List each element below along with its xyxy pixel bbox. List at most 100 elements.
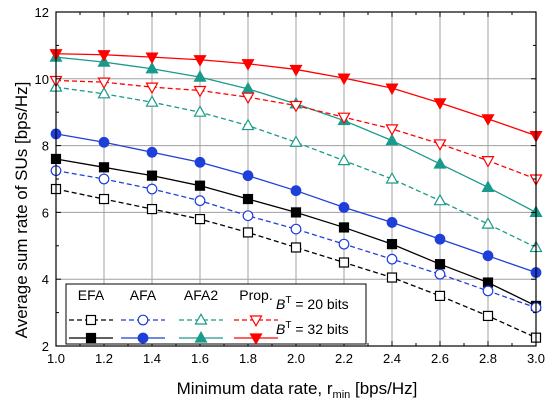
data-point-afa-20 xyxy=(482,285,494,297)
data-point-efa-20 xyxy=(290,242,302,253)
data-point-efa-20 xyxy=(242,227,254,238)
data-point-afa-32 xyxy=(290,185,302,197)
y-axis-title: Average sum rate of SUs [bps/Hz] xyxy=(12,82,31,339)
data-point-prop-32 xyxy=(385,83,399,96)
legend-row-text-20: = 20 bits xyxy=(291,296,348,312)
data-point-afa-20 xyxy=(242,210,254,222)
data-point-efa-32 xyxy=(194,180,206,191)
data-point-efa-20 xyxy=(146,203,158,215)
data-point-afa-32 xyxy=(482,250,494,262)
data-point-afa2-20 xyxy=(241,118,255,131)
series-line-efa-20 xyxy=(55,188,537,339)
legend-marker-afa-32 xyxy=(137,332,149,344)
data-point-efa-20 xyxy=(482,310,494,322)
x-tick-label: 2.2 xyxy=(335,351,353,366)
x-axis-title: Minimum data rate, rmin [bps/Hz] xyxy=(177,379,418,401)
data-point-efa-32 xyxy=(146,170,158,181)
data-point-prop-32 xyxy=(97,50,111,62)
data-point-prop-20 xyxy=(289,100,303,113)
data-point-prop-32 xyxy=(241,59,255,71)
data-point-afa-20 xyxy=(194,195,206,207)
data-point-prop-20 xyxy=(433,139,447,151)
x-tick-label: 1.6 xyxy=(191,351,209,366)
legend-box xyxy=(65,283,367,345)
data-point-afa-32 xyxy=(386,217,398,228)
data-point-afa-32 xyxy=(146,146,158,158)
series-prop-32 xyxy=(49,49,543,143)
x-tick-label: 2.6 xyxy=(431,351,449,366)
data-point-prop-32 xyxy=(481,114,495,126)
x-tick-label: 3.0 xyxy=(527,351,545,366)
data-point-efa-32 xyxy=(338,222,350,233)
legend-header-efa: EFA xyxy=(78,287,105,303)
legend-row-text-32: = 32 bits xyxy=(291,321,348,337)
data-point-afa-20 xyxy=(434,268,446,280)
data-point-efa-20 xyxy=(98,193,110,205)
data-point-prop-32 xyxy=(337,73,351,86)
data-point-prop-20 xyxy=(97,77,111,90)
legend: EFA AFA AFA2 Prop. BT = 20 bits BT = 32 bit… xyxy=(65,283,367,346)
x-tick-label: 2.0 xyxy=(287,351,305,366)
legend-marker-prop-20 xyxy=(249,315,263,328)
legend-b-superscript-20: T xyxy=(285,295,291,306)
data-point-afa-32 xyxy=(338,201,350,213)
y-tick-label: 12 xyxy=(35,5,49,20)
data-point-afa2-20 xyxy=(481,217,495,229)
data-point-afa-20 xyxy=(98,173,110,185)
legend-headers: EFA AFA AFA2 Prop. xyxy=(78,287,273,303)
legend-b-superscript-32: T xyxy=(285,320,291,331)
series-prop-20 xyxy=(49,75,543,187)
legend-b-symbol-32: B xyxy=(276,321,285,337)
legend-header-afa2: AFA2 xyxy=(184,287,218,303)
data-point-afa2-20 xyxy=(385,171,399,184)
data-point-afa2-32 xyxy=(481,180,495,192)
data-point-efa-32 xyxy=(98,162,110,173)
legend-header-afa: AFA xyxy=(130,287,157,303)
grid xyxy=(56,12,536,346)
legend-marker-efa-20 xyxy=(85,314,97,326)
y-tick-label: 2 xyxy=(42,339,49,354)
data-point-afa2-32 xyxy=(385,133,399,146)
x-tick-label: 1.0 xyxy=(47,351,65,366)
series-line-afa-20 xyxy=(55,170,537,309)
data-point-efa-32 xyxy=(434,259,446,270)
legend-marker-afa2-20 xyxy=(194,312,208,325)
data-point-prop-32 xyxy=(289,64,303,77)
data-point-afa-32 xyxy=(98,136,110,148)
x-tick-label: 2.8 xyxy=(479,351,497,366)
series-efa-32 xyxy=(50,153,542,312)
data-point-efa-20 xyxy=(338,257,350,268)
legend-b-symbol-20: B xyxy=(276,296,285,312)
y-tick-label: 4 xyxy=(42,272,49,287)
y-tick-label: 6 xyxy=(42,205,49,220)
data-point-prop-20 xyxy=(481,156,495,168)
legend-marker-efa-32 xyxy=(85,332,97,344)
series-line-afa2-20 xyxy=(55,86,537,249)
data-point-afa-20 xyxy=(386,253,398,265)
x-tick-label: 2.4 xyxy=(383,351,401,366)
legend-marker-afa-20 xyxy=(137,314,149,326)
y-tick-label: 8 xyxy=(42,139,49,154)
data-point-afa-32 xyxy=(242,170,254,182)
legend-header-prop: Prop. xyxy=(239,287,272,303)
legend-marker-afa2-32 xyxy=(194,330,208,343)
series-afa-32 xyxy=(50,128,542,278)
x-tick-label: 1.2 xyxy=(95,351,113,366)
data-point-afa2-20 xyxy=(433,193,447,206)
data-point-prop-32 xyxy=(433,98,447,110)
data-point-afa2-32 xyxy=(145,61,159,74)
data-point-efa-32 xyxy=(386,239,398,250)
data-point-afa2-20 xyxy=(337,153,351,166)
x-axis-title-unit: [bps/Hz] xyxy=(350,379,417,398)
data-point-prop-20 xyxy=(145,82,159,95)
legend-samples xyxy=(69,312,278,346)
data-point-prop-32 xyxy=(193,55,207,67)
data-point-efa-32 xyxy=(242,193,254,205)
x-axis-title-main: Minimum data rate, r xyxy=(177,379,333,398)
data-point-prop-20 xyxy=(385,124,399,136)
data-point-efa-32 xyxy=(290,207,302,218)
x-axis-title-subscript: min xyxy=(333,389,351,401)
y-tick-label: 10 xyxy=(35,72,49,87)
